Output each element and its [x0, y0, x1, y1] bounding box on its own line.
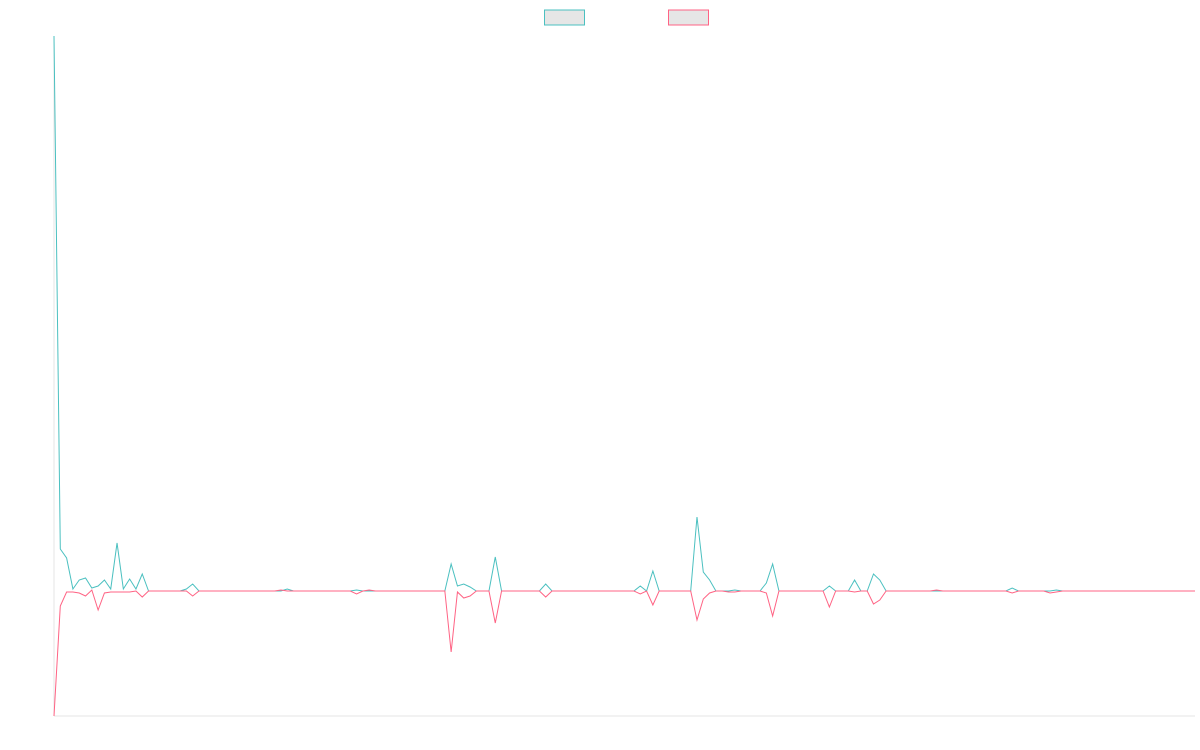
legend-swatch [544, 9, 585, 26]
data-line [53, 35, 1195, 592]
data-line [53, 589, 1195, 717]
legend-swatch [668, 9, 709, 26]
